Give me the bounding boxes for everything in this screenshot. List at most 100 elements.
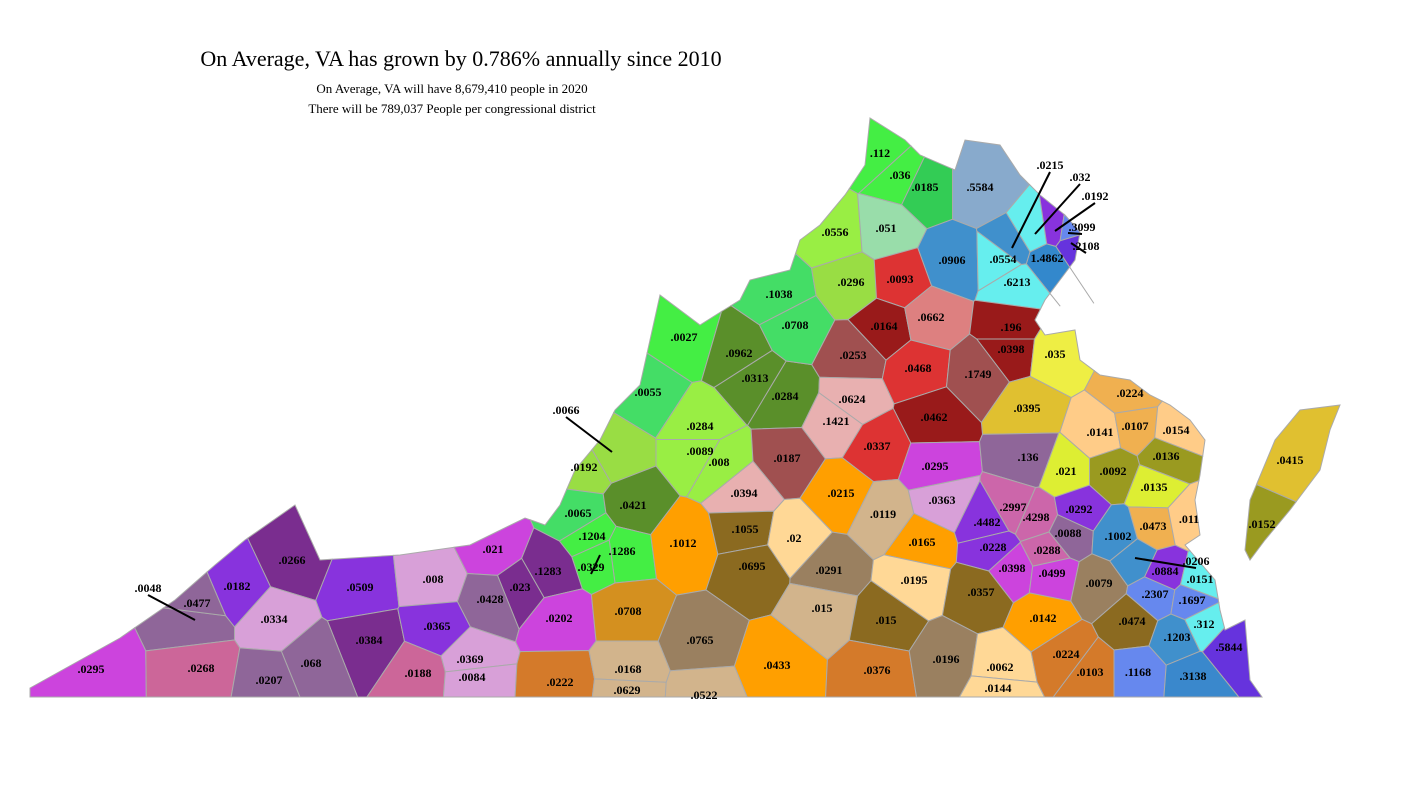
county-label: .0141 (1087, 425, 1114, 439)
county-label: .0556 (822, 225, 849, 239)
county-label: .0253 (840, 348, 867, 362)
county-label: .0906 (939, 253, 966, 267)
county-label: .0079 (1086, 576, 1113, 590)
county-label: .021 (1056, 464, 1077, 478)
county (1244, 483, 1297, 561)
county-label: .02 (787, 531, 802, 545)
county-label: .0398 (999, 561, 1026, 575)
subtitle: On Average, VA will have 8,679,410 peopl… (316, 81, 587, 96)
county-label: .2307 (1142, 587, 1169, 601)
county-label: .0337 (864, 439, 891, 453)
county-label: .0093 (887, 272, 914, 286)
leader-line (565, 416, 613, 453)
county-label: .0048 (135, 581, 162, 595)
county-label: .1002 (1105, 529, 1132, 543)
county-label: .0185 (912, 180, 939, 194)
leader-line (1011, 171, 1051, 249)
county-label: .136 (1018, 450, 1039, 464)
county-label: .0477 (184, 596, 211, 610)
county-label: .1283 (535, 564, 562, 578)
county-label: .0135 (1141, 480, 1168, 494)
county (230, 647, 301, 698)
county-label: .0027 (671, 330, 698, 344)
county-label: .0629 (614, 683, 641, 697)
county-label: .0365 (424, 619, 451, 633)
county-label: .3138 (1180, 669, 1207, 683)
county-label: .051 (876, 221, 897, 235)
county-label: .015 (876, 613, 897, 627)
county-label: .0103 (1077, 665, 1104, 679)
county-label: .0228 (980, 540, 1007, 554)
county-label: .5844 (1216, 640, 1243, 654)
county-label: .0363 (929, 493, 956, 507)
title: On Average, VA has grown by 0.786% annua… (200, 46, 721, 71)
county-label: .0268 (188, 661, 215, 675)
county-label: .068 (301, 656, 322, 670)
county-label: .1012 (670, 536, 697, 550)
leader-line (147, 594, 196, 621)
county-label: .0119 (870, 507, 896, 521)
county-label: .0421 (620, 498, 647, 512)
county-label: .0962 (726, 346, 753, 360)
county-label: .0188 (405, 666, 432, 680)
county-label: .112 (870, 146, 890, 160)
county-label: .0215 (1037, 158, 1064, 172)
county (1055, 234, 1095, 304)
county-label: .0187 (774, 451, 801, 465)
county-label: .0624 (839, 392, 866, 406)
county-label: .1421 (823, 414, 850, 428)
county-label: .4482 (974, 515, 1001, 529)
county-label: .196 (1001, 320, 1022, 334)
county-label: .0284 (687, 419, 714, 433)
county-label: .1286 (609, 544, 636, 558)
county-label: .1749 (965, 367, 992, 381)
county-label: .5584 (967, 180, 994, 194)
county-label: .2997 (1000, 500, 1027, 514)
county-label: .0708 (782, 318, 809, 332)
county-label: .1038 (766, 287, 793, 301)
county-label: .0376 (864, 663, 891, 677)
county-label: .0207 (256, 673, 283, 687)
county-label: .035 (1045, 347, 1066, 361)
county-label: .2108 (1073, 239, 1100, 253)
county-label: .0468 (905, 361, 932, 375)
county-label: .0295 (922, 459, 949, 473)
county-label: .0509 (347, 580, 374, 594)
county-label: .0055 (635, 385, 662, 399)
county-label: .0765 (687, 633, 714, 647)
county-label: .0384 (356, 633, 383, 647)
county-label: .1204 (579, 529, 606, 543)
county-label: .1055 (732, 522, 759, 536)
leader-line (590, 554, 601, 575)
county-label: .0089 (687, 444, 714, 458)
labels: .112.036.0185 .5584 .0556 .051 .0906 .0554 1.4… (78, 146, 1304, 702)
county-label: .0192 (571, 460, 598, 474)
county-label: .0708 (615, 604, 642, 618)
county-label: .0224 (1117, 386, 1144, 400)
county-label: .0288 (1034, 543, 1061, 557)
leader-line (1134, 557, 1197, 569)
county (664, 665, 748, 698)
county-label: .015 (812, 601, 833, 615)
county-label: .0884 (1152, 564, 1179, 578)
county-label: .0195 (901, 573, 928, 587)
county-label: .0499 (1039, 566, 1066, 580)
county-label: .0196 (933, 652, 960, 666)
county-label: .0062 (987, 660, 1014, 674)
leader-line (1067, 232, 1083, 235)
county-label: .0291 (816, 563, 843, 577)
county-label: .0522 (691, 688, 718, 702)
county-label: .0202 (546, 611, 573, 625)
county (1109, 538, 1158, 587)
county-label: .0192 (1082, 189, 1109, 203)
county-label: .0369 (457, 652, 484, 666)
county-label: .0329 (578, 560, 605, 574)
county-label: .0334 (261, 612, 288, 626)
county-label: .1697 (1179, 593, 1206, 607)
county-label: .0395 (1014, 401, 1041, 415)
county-label: .0428 (477, 592, 504, 606)
county-label: .008 (423, 572, 444, 586)
county-label: .0554 (990, 252, 1017, 266)
county-label: .0154 (1163, 423, 1190, 437)
